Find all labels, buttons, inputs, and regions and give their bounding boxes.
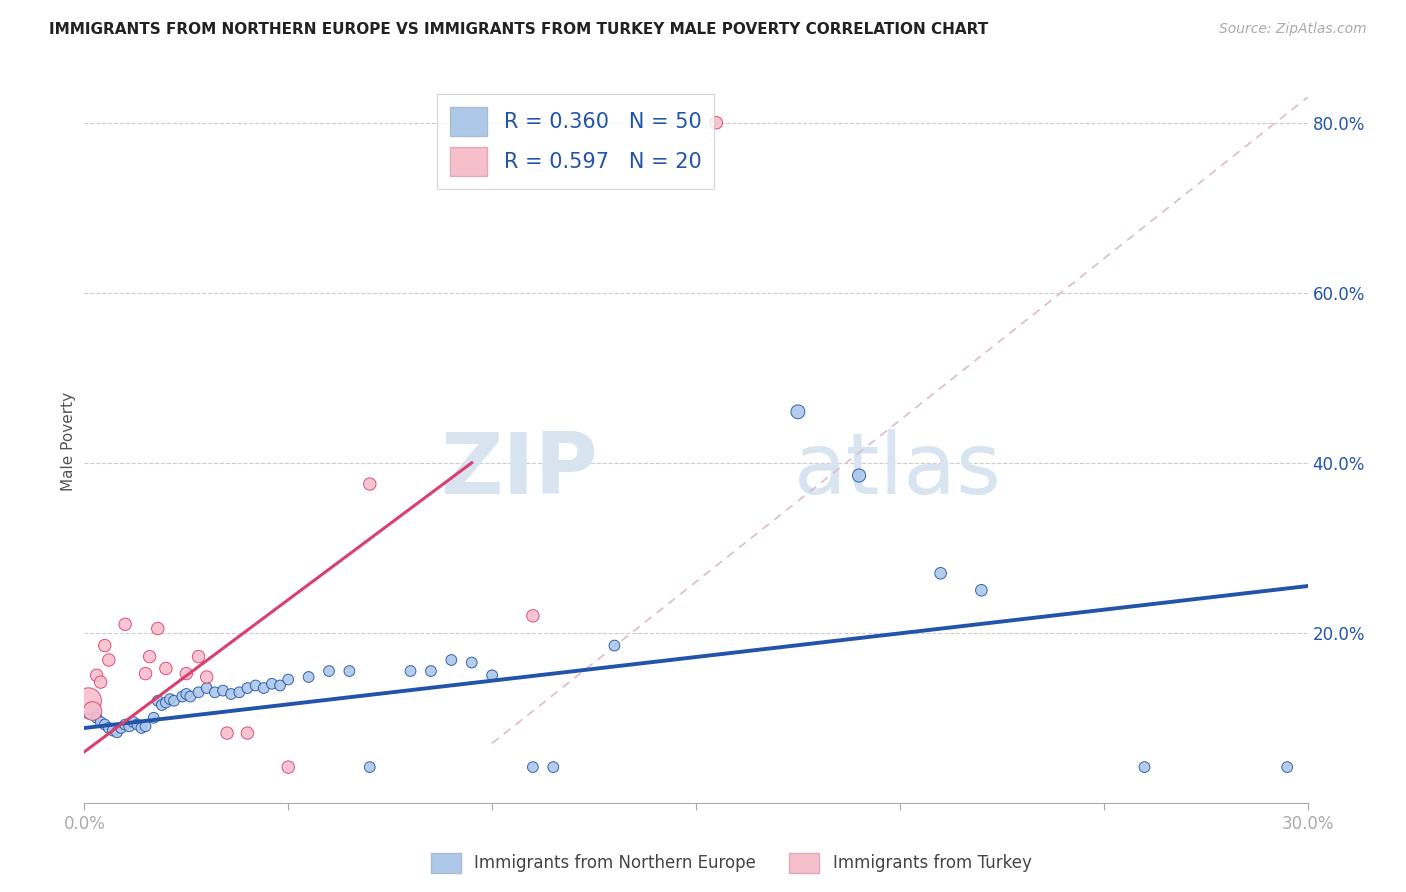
Point [77, 706, 100, 721]
Point [187, 649, 209, 664]
Point [142, 711, 165, 725]
Point [86, 711, 108, 725]
Point [90, 675, 112, 690]
Point [339, 664, 361, 678]
Point [163, 694, 186, 708]
Point [420, 664, 443, 678]
Point [277, 673, 299, 687]
Point [277, 760, 299, 774]
Point [187, 685, 209, 699]
Point [77, 694, 100, 708]
Point [848, 468, 870, 483]
Point [118, 719, 141, 733]
Point [105, 725, 128, 739]
Point [787, 405, 810, 419]
Point [155, 696, 177, 710]
Point [522, 760, 544, 774]
Point [138, 649, 160, 664]
Point [245, 678, 267, 692]
Point [172, 690, 194, 704]
Point [236, 681, 259, 695]
Point [217, 726, 239, 740]
Point [97, 721, 120, 735]
Point [97, 653, 120, 667]
Point [1277, 760, 1299, 774]
Legend: R = 0.360   N = 50, R = 0.597   N = 20: R = 0.360 N = 50, R = 0.597 N = 20 [437, 95, 714, 189]
Point [1133, 760, 1156, 774]
Point [101, 723, 124, 738]
Point [131, 721, 153, 735]
Point [970, 583, 993, 598]
Point [82, 704, 104, 718]
Text: Source: ZipAtlas.com: Source: ZipAtlas.com [1219, 22, 1367, 37]
Point [236, 726, 259, 740]
Point [90, 714, 112, 729]
Y-axis label: Male Poverty: Male Poverty [60, 392, 76, 491]
Point [461, 656, 484, 670]
Point [179, 690, 201, 704]
Point [359, 477, 381, 491]
Point [522, 608, 544, 623]
Point [135, 666, 157, 681]
Point [82, 702, 104, 716]
Point [929, 566, 952, 581]
Point [706, 116, 728, 130]
Legend: Immigrants from Northern Europe, Immigrants from Turkey: Immigrants from Northern Europe, Immigra… [425, 847, 1038, 880]
Point [253, 681, 276, 695]
Point [155, 661, 177, 675]
Point [114, 717, 136, 731]
Point [159, 692, 181, 706]
Point [174, 666, 197, 681]
Point [359, 760, 381, 774]
Text: ZIP: ZIP [440, 429, 598, 512]
Point [93, 717, 115, 731]
Point [219, 687, 242, 701]
Point [86, 668, 108, 682]
Point [212, 683, 235, 698]
Point [146, 622, 169, 636]
Point [127, 717, 149, 731]
Point [481, 668, 503, 682]
Point [122, 714, 145, 729]
Point [228, 685, 250, 699]
Point [93, 639, 115, 653]
Point [603, 639, 626, 653]
Point [440, 653, 463, 667]
Point [150, 698, 173, 712]
Point [543, 760, 565, 774]
Point [399, 664, 422, 678]
Point [195, 681, 218, 695]
Point [269, 678, 291, 692]
Point [135, 719, 157, 733]
Text: IMMIGRANTS FROM NORTHERN EUROPE VS IMMIGRANTS FROM TURKEY MALE POVERTY CORRELATI: IMMIGRANTS FROM NORTHERN EUROPE VS IMMIG… [49, 22, 988, 37]
Point [146, 694, 169, 708]
Point [318, 664, 340, 678]
Text: atlas: atlas [794, 429, 1002, 512]
Point [195, 670, 218, 684]
Point [260, 677, 283, 691]
Point [174, 687, 197, 701]
Point [110, 721, 132, 735]
Point [114, 617, 136, 632]
Point [204, 685, 226, 699]
Point [298, 670, 321, 684]
